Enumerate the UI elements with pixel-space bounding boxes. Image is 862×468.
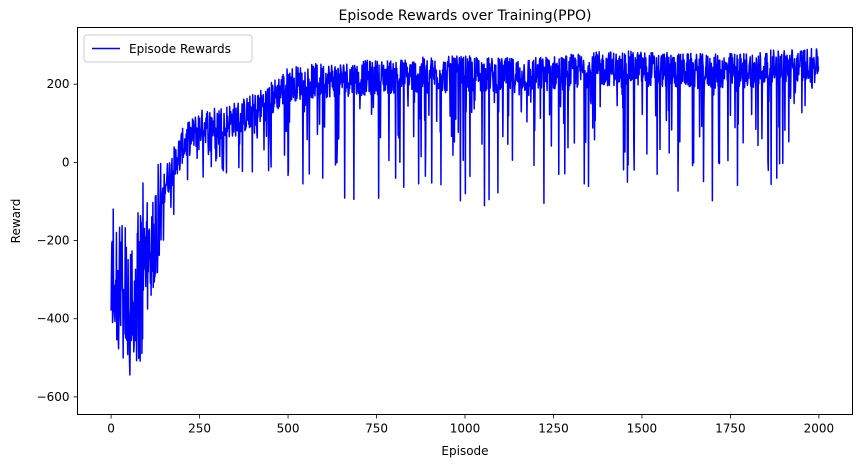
y-axis-label: Reward [9, 199, 23, 244]
x-tick-label: 2000 [804, 422, 835, 436]
chart-title: Episode Rewards over Training(PPO) [338, 8, 591, 24]
x-tick-label: 1500 [627, 422, 658, 436]
y-tick-label: 0 [62, 155, 70, 169]
x-tick-label: 1000 [450, 422, 481, 436]
legend-label: Episode Rewards [129, 42, 231, 56]
series-line-episode-rewards [110, 47, 820, 376]
x-tick-label: 1750 [715, 422, 746, 436]
x-axis-ticks: 0 250 500 750 1000 1250 1500 1750 2000 [107, 414, 835, 436]
x-tick-label: 1250 [538, 422, 569, 436]
y-tick-label: 200 [47, 77, 70, 91]
legend-box [83, 34, 253, 63]
x-tick-label: 750 [365, 422, 388, 436]
x-tick-label: 250 [188, 422, 211, 436]
y-tick-label: −600 [37, 390, 70, 404]
y-axis-ticks: −600 −400 −200 0 200 [37, 77, 78, 404]
y-tick-label: −400 [37, 312, 70, 326]
x-tick-label: 500 [277, 422, 300, 436]
plot-area [77, 27, 853, 415]
x-axis-label: Episode [441, 444, 488, 458]
y-tick-label: −200 [37, 234, 70, 248]
series-layer [110, 47, 820, 376]
legend: Episode Rewards [83, 34, 253, 63]
x-tick-label: 0 [107, 422, 115, 436]
